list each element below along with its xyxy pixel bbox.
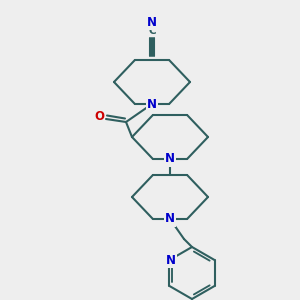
Text: N: N [165,152,175,166]
Text: N: N [147,16,157,28]
Text: C: C [148,26,156,36]
Text: N: N [166,254,176,266]
Text: N: N [147,98,157,110]
Text: N: N [165,212,175,226]
Text: O: O [94,110,104,124]
